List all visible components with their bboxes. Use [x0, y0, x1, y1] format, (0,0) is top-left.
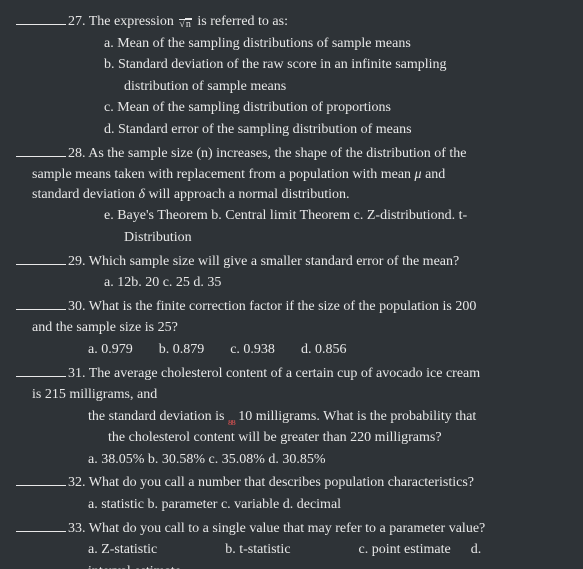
- q29-opts: a. 12b. 20 c. 25 d. 35: [16, 273, 567, 293]
- q29-stem: 29. Which sample size will give a smalle…: [16, 250, 567, 272]
- q27-opt-b-cont: distribution of sample means: [16, 77, 567, 97]
- q28-stem1: 28. As the sample size (n) increases, th…: [16, 142, 567, 164]
- q28-opts-cont: Distribution: [16, 228, 567, 248]
- q27-text2: is referred to as:: [197, 14, 288, 29]
- q33-opt-a: a. Z-statistic: [88, 542, 157, 557]
- q33-text: What do you call to a single value that …: [89, 521, 486, 536]
- answer-blank[interactable]: [16, 362, 66, 377]
- q33-opt-d-cont: interval estimate: [16, 562, 567, 569]
- q31-stem4: the cholesterol content will be greater …: [16, 428, 567, 448]
- answer-blank[interactable]: [16, 295, 66, 310]
- q28-stem3: standard deviation δ will approach a nor…: [16, 185, 567, 205]
- q30-opts: a. 0.979 b. 0.879 c. 0.938 d. 0.856: [16, 340, 567, 360]
- red-marks: ᴕᴕ: [228, 417, 235, 428]
- q27-stem: 27. The expression n is referred to as:: [16, 10, 567, 32]
- q28-text1: As the sample size (n) increases, the sh…: [88, 146, 466, 161]
- q30-opt-b: b. 0.879: [159, 342, 205, 357]
- q31-stem2: is 215 milligrams, and: [16, 385, 567, 405]
- q27-text1: The expression: [89, 14, 174, 29]
- q30-stem2: and the sample size is 25?: [16, 318, 567, 338]
- q27-num: 27.: [68, 14, 86, 29]
- q27-opt-d: d. Standard error of the sampling distri…: [16, 120, 567, 140]
- q30-stem1: 30. What is the finite correction factor…: [16, 295, 567, 317]
- q32-text: What do you call a number that describes…: [89, 475, 474, 490]
- q28-num: 28.: [68, 146, 86, 161]
- q33-opt-d: d.: [471, 542, 482, 557]
- mu-symbol: μ: [415, 167, 422, 182]
- q33-opt-c: c. point estimate: [359, 542, 451, 557]
- q29-num: 29.: [68, 254, 86, 269]
- q33-opt-b: b. t-statistic: [225, 542, 290, 557]
- q30-text1: What is the finite correction factor if …: [89, 299, 477, 314]
- q30-opt-d: d. 0.856: [301, 342, 347, 357]
- q30-opt-a: a. 0.979: [88, 342, 133, 357]
- q28-opts: e. Baye's Theorem b. Central limit Theor…: [16, 206, 567, 226]
- q31-stem1: 31. The average cholesterol content of a…: [16, 362, 567, 384]
- fraction-expression: n: [179, 19, 192, 30]
- q33-opts: a. Z-statistic b. t-statistic c. point est…: [16, 540, 567, 560]
- q32-stem: 32. What do you call a number that descr…: [16, 471, 567, 493]
- q31-stem3: the standard deviation is ᴕᴕ 10 milligra…: [16, 407, 567, 427]
- q27-opt-a: a. Mean of the sampling distributions of…: [16, 34, 567, 54]
- answer-blank[interactable]: [16, 10, 66, 25]
- q31-opts: a. 38.05% b. 30.58% c. 35.08% d. 30.85%: [16, 450, 567, 470]
- q28-stem2: sample means taken with replacement from…: [16, 165, 567, 185]
- answer-blank[interactable]: [16, 517, 66, 532]
- q27-opt-b: b. Standard deviation of the raw score i…: [16, 55, 567, 75]
- q31-text1: The average cholesterol content of a cer…: [89, 366, 480, 381]
- q29-text: Which sample size will give a smaller st…: [89, 254, 459, 269]
- q31-num: 31.: [68, 366, 86, 381]
- q33-stem: 33. What do you call to a single value t…: [16, 517, 567, 539]
- page: { "q27": { "num": "27.", "stem1": "The e…: [0, 0, 583, 569]
- frac-denominator: n: [179, 19, 192, 30]
- answer-blank[interactable]: [16, 142, 66, 157]
- q33-num: 33.: [68, 521, 86, 536]
- q30-num: 30.: [68, 299, 86, 314]
- q32-num: 32.: [68, 475, 86, 490]
- answer-blank[interactable]: [16, 250, 66, 265]
- q27-opt-c: c. Mean of the sampling distribution of …: [16, 98, 567, 118]
- q32-opts: a. statistic b. parameter c. variable d.…: [16, 495, 567, 515]
- q30-opt-c: c. 0.938: [230, 342, 275, 357]
- answer-blank[interactable]: [16, 471, 66, 486]
